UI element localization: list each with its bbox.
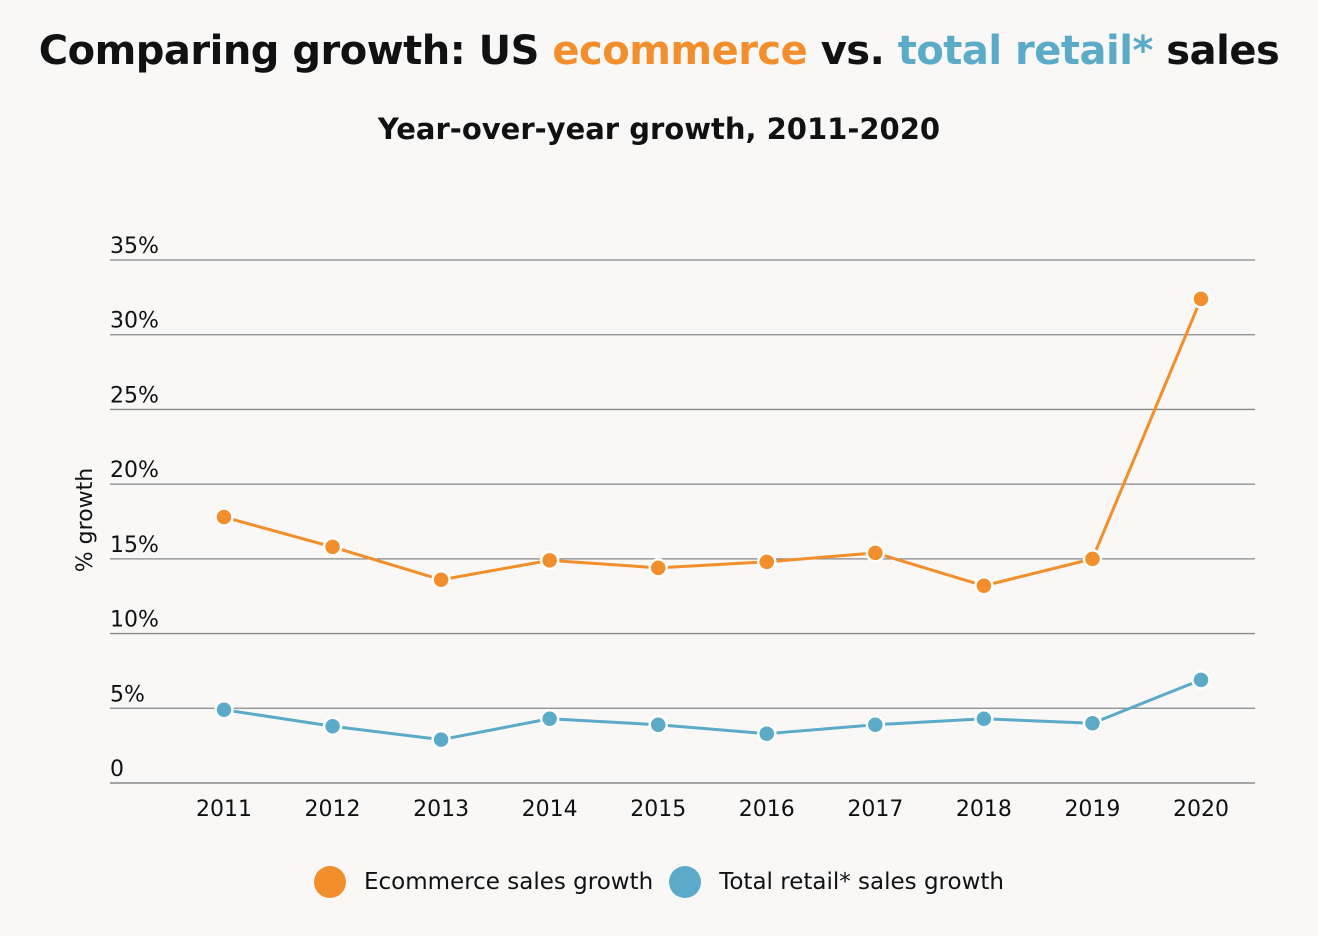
data-point-retail	[865, 714, 886, 735]
series-line-retail	[223, 678, 1202, 742]
legend: Ecommerce sales growth Total retail* sal…	[0, 866, 1318, 898]
data-point-ecommerce	[214, 507, 234, 527]
legend-label-ecommerce: Ecommerce sales growth	[364, 869, 654, 895]
y-tick-label: 0	[110, 757, 124, 782]
y-tick-labels: 0 5% 10% 15% 20% 25% 30% 35%	[110, 234, 159, 782]
y-tick-label: 15%	[110, 533, 159, 558]
title-middle: vs.	[807, 28, 898, 74]
data-point-ecommerce	[431, 570, 451, 590]
legend-item-retail: Total retail* sales growth	[669, 866, 1004, 898]
data-point-retail	[757, 723, 777, 744]
data-point-ecommerce	[757, 552, 777, 572]
data-point-ecommerce	[1191, 289, 1211, 309]
data-point-ecommerce	[865, 543, 886, 563]
series-line-ecommerce	[223, 298, 1203, 588]
legend-label-retail: Total retail* sales growth	[719, 869, 1004, 895]
legend-swatch-ecommerce	[314, 866, 346, 898]
data-point-ecommerce	[974, 576, 994, 596]
y-tick-label: 5%	[110, 682, 145, 707]
title-retail-word: total retail*	[897, 28, 1154, 74]
y-tick-label: 20%	[110, 458, 159, 483]
y-axis-label: % growth	[73, 468, 98, 572]
x-tick-label: 2012	[305, 797, 361, 822]
data-point-retail	[322, 716, 343, 736]
x-tick-label: 2018	[956, 797, 1012, 822]
data-point-retail	[431, 729, 451, 750]
data-point-retail	[214, 700, 234, 720]
y-tick-label: 30%	[110, 309, 159, 334]
y-tick-label: 10%	[110, 608, 159, 633]
line-chart: 05%10%15%20%25%30%35% 2011 2012 2013 2014 20…	[73, 234, 1255, 822]
x-tick-label: 2013	[413, 797, 469, 822]
y-tick-label: 35%	[110, 234, 159, 259]
data-point-retail	[974, 708, 994, 729]
x-tick-label: 2020	[1173, 797, 1229, 822]
data-point-ecommerce	[648, 558, 668, 578]
legend-item-ecommerce: Ecommerce sales growth	[314, 866, 653, 898]
series-layer	[214, 289, 1211, 750]
chart-title: Comparing growth: US ecommerce vs. total…	[0, 28, 1318, 74]
x-tick-label: 2015	[630, 797, 686, 822]
data-point-ecommerce	[1082, 549, 1103, 569]
data-point-retail	[1082, 713, 1103, 733]
series-ecommerce	[214, 289, 1211, 596]
gridlines	[110, 259, 1255, 784]
x-tick-label: 2011	[196, 797, 252, 822]
data-point-retail	[1191, 670, 1211, 690]
x-tick-label: 2014	[522, 797, 578, 822]
x-tick-label: 2017	[847, 797, 903, 822]
title-ecommerce-word: ecommerce	[552, 28, 808, 74]
data-point-retail	[648, 714, 668, 735]
chart-subtitle: Year-over-year growth, 2011-2020	[377, 112, 941, 146]
data-point-ecommerce	[322, 537, 343, 557]
x-tick-labels: 2011 2012 2013 2014 2015 2016 2017 2018 2019 2020	[196, 797, 1229, 822]
data-point-retail	[539, 708, 560, 729]
title-suffix: sales	[1152, 28, 1280, 74]
x-tick-label: 2019	[1064, 797, 1120, 822]
series-retail	[214, 670, 1211, 750]
legend-swatch-retail	[669, 866, 702, 898]
y-tick-label: 25%	[110, 383, 159, 408]
x-tick-label: 2016	[739, 797, 795, 822]
title-prefix: Comparing growth: US	[38, 28, 553, 74]
data-point-ecommerce	[539, 550, 560, 571]
